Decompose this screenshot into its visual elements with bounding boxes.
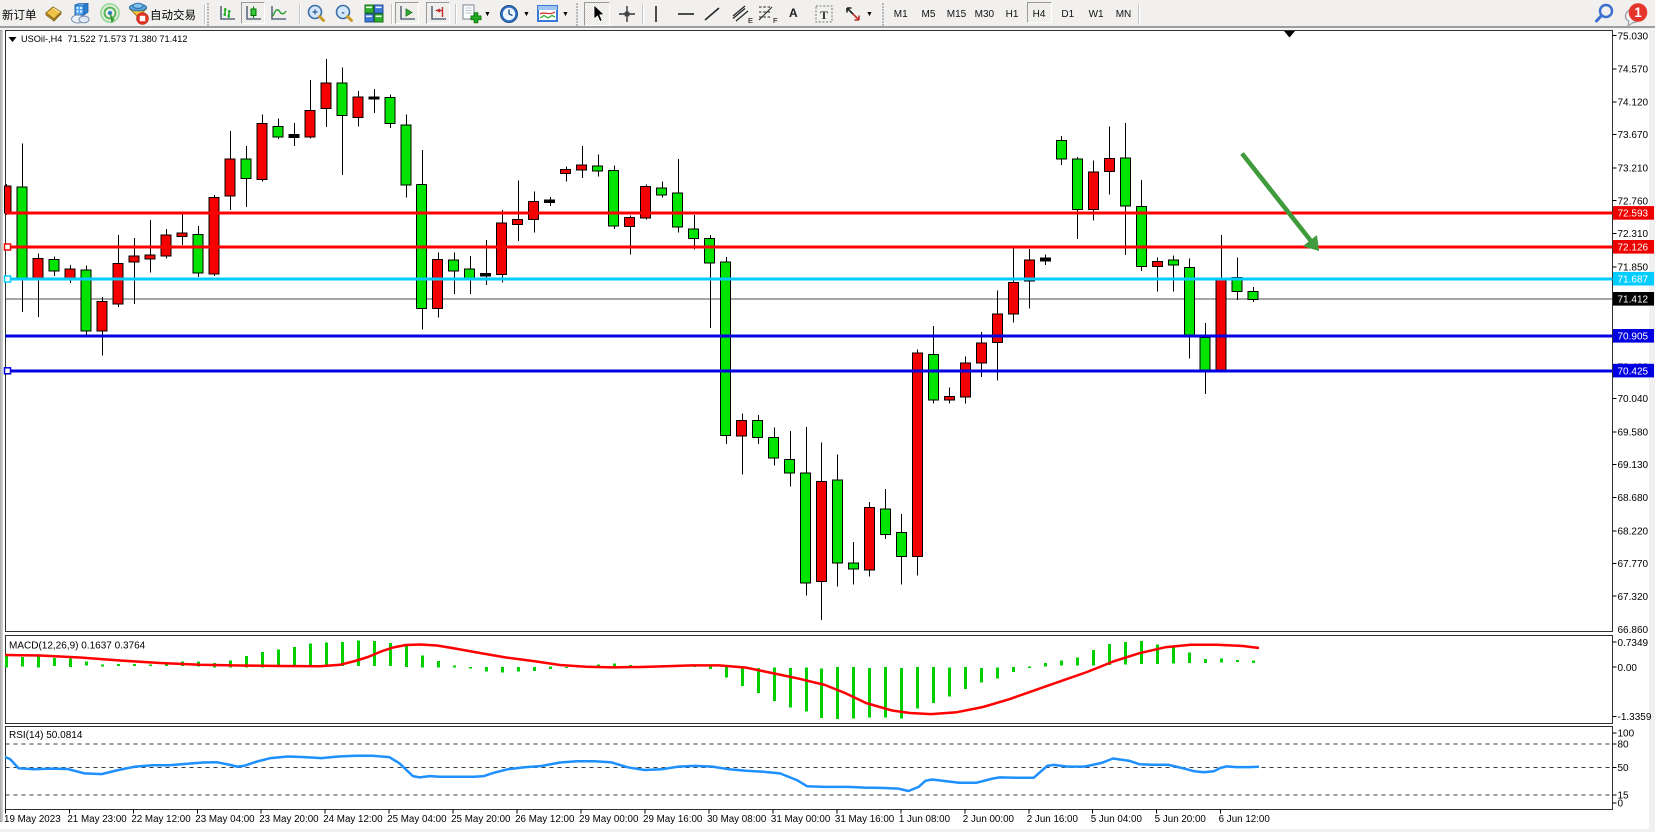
svg-text:22 May 12:00: 22 May 12:00 bbox=[131, 814, 191, 825]
svg-text:31 May 00:00: 31 May 00:00 bbox=[771, 814, 831, 825]
svg-text:24 May 12:00: 24 May 12:00 bbox=[323, 814, 383, 825]
svg-text:E: E bbox=[748, 16, 753, 25]
svg-text:USOil-,H4 71.522 71.573 71.38: USOil-,H4 71.522 71.573 71.380 71.412 bbox=[21, 34, 188, 44]
svg-text:80: 80 bbox=[1618, 739, 1630, 750]
svg-text:-1.3359: -1.3359 bbox=[1618, 712, 1652, 723]
svg-text:66.860: 66.860 bbox=[1618, 625, 1649, 636]
svg-text:5 Jun 20:00: 5 Jun 20:00 bbox=[1155, 814, 1207, 825]
svg-text:21 May 23:00: 21 May 23:00 bbox=[67, 814, 127, 825]
svg-text:F: F bbox=[773, 16, 778, 25]
svg-text:T: T bbox=[820, 8, 828, 22]
svg-text:71.687: 71.687 bbox=[1618, 274, 1649, 285]
svg-text:50: 50 bbox=[1618, 763, 1630, 774]
svg-text:23 May 20:00: 23 May 20:00 bbox=[259, 814, 319, 825]
svg-text:74.570: 74.570 bbox=[1618, 65, 1649, 76]
svg-text:26 May 12:00: 26 May 12:00 bbox=[515, 814, 575, 825]
svg-text:2 Jun 16:00: 2 Jun 16:00 bbox=[1027, 814, 1079, 825]
svg-text:5 Jun 04:00: 5 Jun 04:00 bbox=[1091, 814, 1143, 825]
svg-text:75.030: 75.030 bbox=[1618, 31, 1649, 42]
svg-text:RSI(14) 50.0814: RSI(14) 50.0814 bbox=[9, 730, 83, 741]
svg-text:68.680: 68.680 bbox=[1618, 493, 1649, 504]
svg-text:67.770: 67.770 bbox=[1618, 559, 1649, 570]
svg-text:70.425: 70.425 bbox=[1618, 366, 1649, 377]
svg-text:70.040: 70.040 bbox=[1618, 394, 1649, 405]
svg-text:30 May 08:00: 30 May 08:00 bbox=[707, 814, 767, 825]
svg-text:25 May 20:00: 25 May 20:00 bbox=[451, 814, 511, 825]
svg-text:69.580: 69.580 bbox=[1618, 428, 1649, 439]
svg-text:72.126: 72.126 bbox=[1618, 243, 1649, 254]
svg-text:23 May 04:00: 23 May 04:00 bbox=[195, 814, 255, 825]
svg-text:100: 100 bbox=[1618, 729, 1635, 740]
svg-text:25 May 04:00: 25 May 04:00 bbox=[387, 814, 447, 825]
svg-text:0.7349: 0.7349 bbox=[1618, 638, 1649, 649]
svg-text:73.670: 73.670 bbox=[1618, 130, 1649, 141]
svg-text:-: - bbox=[341, 8, 344, 19]
svg-text:0.00: 0.00 bbox=[1618, 663, 1638, 674]
svg-text:29 May 00:00: 29 May 00:00 bbox=[579, 814, 639, 825]
svg-text:+: + bbox=[312, 8, 318, 19]
svg-text:1 Jun 08:00: 1 Jun 08:00 bbox=[899, 814, 951, 825]
svg-text:29 May 16:00: 29 May 16:00 bbox=[643, 814, 703, 825]
svg-text:19 May 2023: 19 May 2023 bbox=[4, 814, 61, 825]
svg-text:70.905: 70.905 bbox=[1618, 332, 1649, 343]
svg-text:72.593: 72.593 bbox=[1618, 209, 1649, 220]
svg-text:71.412: 71.412 bbox=[1618, 295, 1649, 306]
svg-text:72.760: 72.760 bbox=[1618, 196, 1649, 207]
svg-text:15: 15 bbox=[1618, 791, 1630, 802]
svg-text:31 May 16:00: 31 May 16:00 bbox=[835, 814, 895, 825]
svg-text:69.130: 69.130 bbox=[1618, 460, 1649, 471]
svg-text:2 Jun 00:00: 2 Jun 00:00 bbox=[963, 814, 1015, 825]
svg-text:0: 0 bbox=[1618, 799, 1624, 810]
svg-text:1: 1 bbox=[1634, 5, 1642, 20]
svg-text:67.320: 67.320 bbox=[1618, 592, 1649, 603]
svg-text:72.310: 72.310 bbox=[1618, 229, 1649, 240]
svg-text:MACD(12,26,9) 0.1637 0.3764: MACD(12,26,9) 0.1637 0.3764 bbox=[9, 640, 146, 651]
svg-text:71.850: 71.850 bbox=[1618, 262, 1649, 273]
svg-text:6 Jun 12:00: 6 Jun 12:00 bbox=[1219, 814, 1271, 825]
svg-text:74.120: 74.120 bbox=[1618, 97, 1649, 108]
svg-text:73.210: 73.210 bbox=[1618, 164, 1649, 175]
svg-text:68.220: 68.220 bbox=[1618, 526, 1649, 537]
